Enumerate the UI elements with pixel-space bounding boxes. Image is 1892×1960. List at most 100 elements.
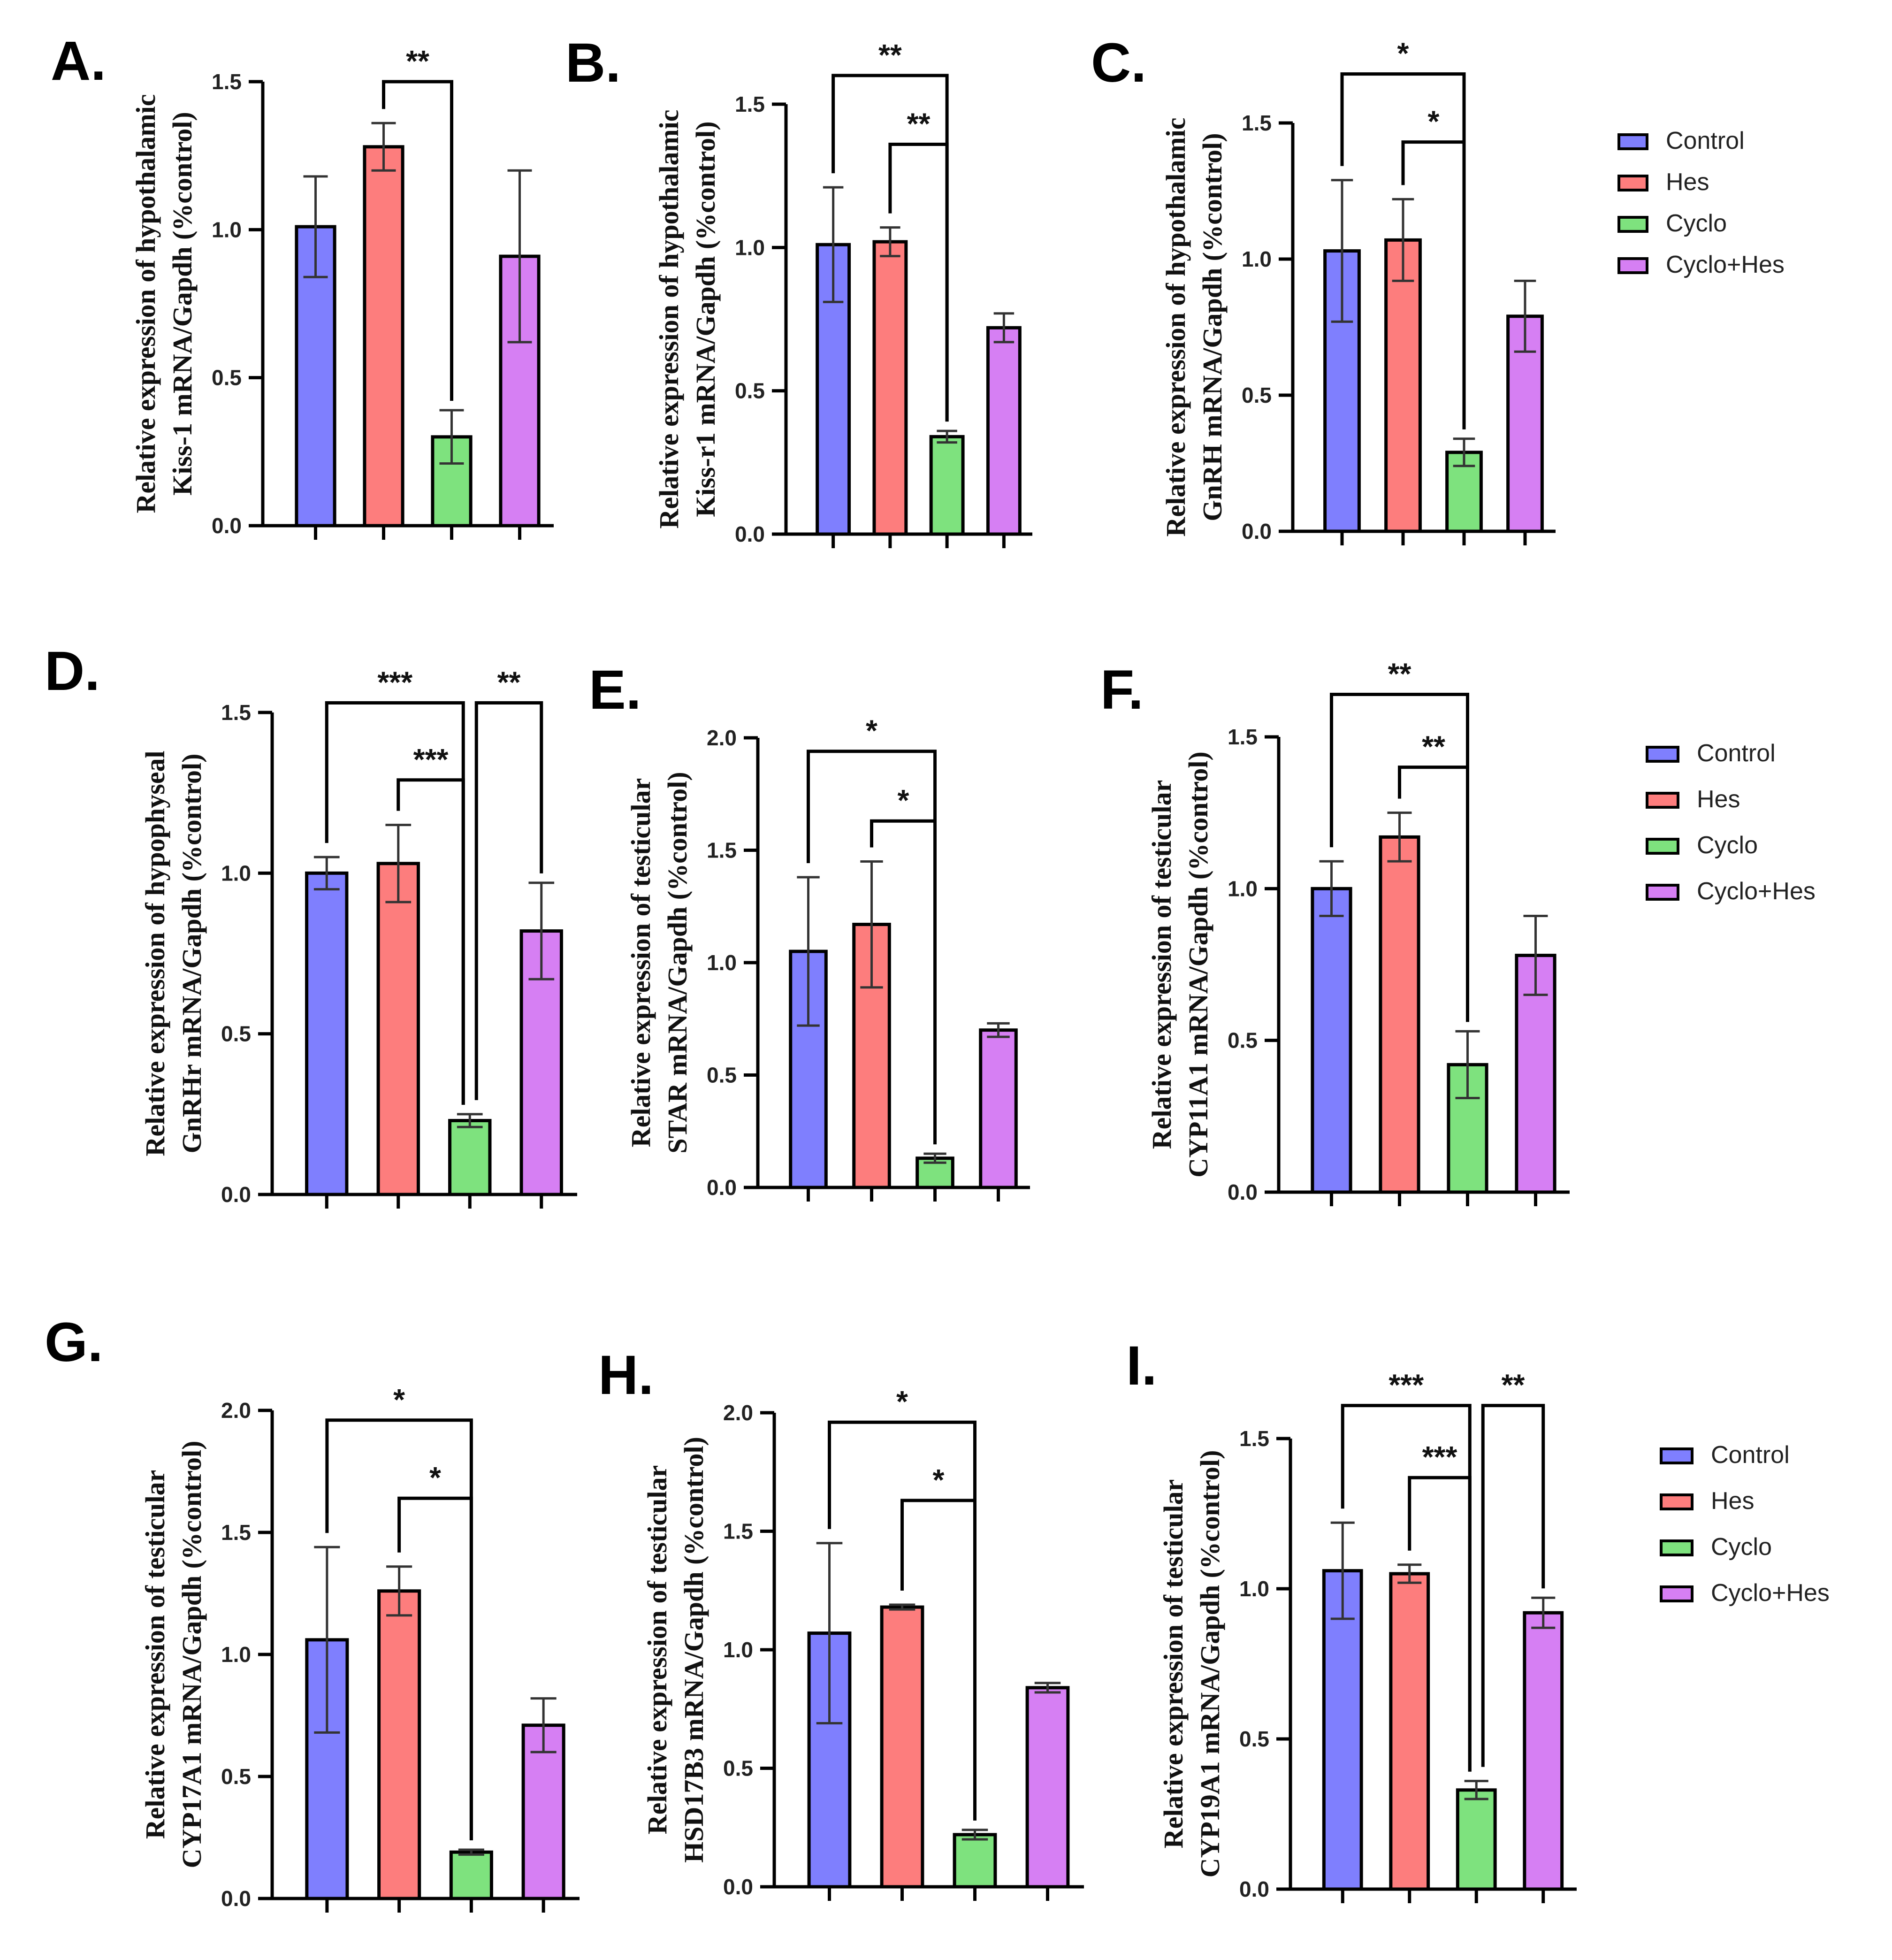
chart-panel-d: D. 0.0 0.5 1.0 1.5 Relative expression of hyp…	[45, 640, 577, 1209]
y-tick-label: 0.5	[221, 1764, 251, 1789]
chart-panel-e: E. 0.0 0.5 1.0 1.5 2.0 Relative expression of …	[589, 659, 1030, 1202]
bar-cyclo	[1456, 1788, 1497, 1891]
panel-letter: G.	[45, 1311, 103, 1373]
error-bar	[880, 226, 900, 258]
legend: Control Hes Cyclo Cyclo+Hes	[1646, 740, 1816, 905]
bar-control	[305, 871, 349, 1196]
legend-label: Cyclo	[1697, 832, 1758, 859]
y-axis-label-line: STAR mRNA/Gapdh (%control)	[662, 772, 693, 1153]
panel-letter: H.	[598, 1344, 654, 1406]
y-tick-label: 1.5	[735, 92, 765, 116]
error-bar	[1464, 1780, 1488, 1800]
error-bar	[987, 1022, 1010, 1038]
significance-label: ***	[1422, 1440, 1457, 1474]
legend-label: Hes	[1697, 786, 1740, 813]
significance-bracket	[397, 778, 465, 1105]
significance-bracket	[870, 819, 937, 1145]
chart-panel-f: F. 0.0 0.5 1.0 1.5 Relative expression of tes…	[1100, 657, 1570, 1206]
panel-letter: C.	[1091, 32, 1146, 94]
error-bar	[1514, 279, 1536, 353]
bar-hes	[363, 145, 404, 528]
error-bar	[314, 1546, 340, 1734]
y-tick-label: 1.0	[221, 861, 251, 885]
legend: Control Hes Cyclo Cyclo+Hes	[1617, 127, 1785, 278]
y-axis-label-line: Relative expression of hypophyseal	[140, 750, 170, 1156]
y-tick-label: 1.5	[723, 1519, 753, 1544]
error-bar	[860, 860, 883, 989]
panel-letter: B.	[565, 32, 621, 94]
y-axis-label-line: Kiss-1 mRNA/Gapdh (%control)	[167, 112, 198, 495]
error-bar	[1387, 812, 1412, 863]
error-bar	[1523, 915, 1548, 996]
significance-label: *	[1397, 37, 1409, 70]
y-tick-label: 1.5	[1242, 111, 1272, 135]
y-tick-label: 1.5	[212, 69, 242, 94]
panel-letter: A.	[51, 30, 106, 92]
y-tick-label: 0.0	[1239, 1877, 1269, 1901]
y-axis-label-line: Relative expression of testicular	[1146, 780, 1177, 1149]
y-tick-label: 0.0	[1228, 1180, 1258, 1204]
error-bar	[458, 1848, 484, 1856]
error-bar	[1034, 1682, 1061, 1694]
y-axis-label-line: CYP11A1 mRNA/Gapdh (%control)	[1183, 751, 1213, 1178]
y-axis-label-line: HSD17B3 mRNA/Gapdh (%control)	[679, 1437, 709, 1863]
error-bar	[889, 1603, 915, 1611]
error-bar	[457, 1113, 483, 1128]
y-axis-label-line: Kiss-r1 mRNA/Gapdh (%control)	[690, 121, 721, 517]
legend-label: Control	[1711, 1441, 1790, 1469]
error-bar	[816, 1542, 843, 1725]
bar-cyclo	[449, 1850, 493, 1900]
error-bar	[507, 169, 532, 344]
y-tick-label: 1.0	[723, 1638, 753, 1662]
significance-bracket	[1481, 1404, 1545, 1767]
significance-label: **	[878, 38, 902, 72]
error-bar	[1397, 1563, 1422, 1584]
legend-swatch	[1660, 1447, 1694, 1464]
y-tick-label: 0.5	[1239, 1727, 1269, 1751]
y-tick-label: 0.5	[735, 379, 765, 403]
y-axis-label-line: Relative expression of testicular	[1158, 1479, 1189, 1849]
legend-label: Cyclo	[1711, 1533, 1772, 1561]
y-tick-label: 0.0	[707, 1175, 737, 1200]
bar-cyclo-hes	[979, 1028, 1018, 1189]
bar-hes	[376, 862, 420, 1196]
error-bar	[1453, 437, 1475, 467]
y-tick-label: 0.0	[723, 1875, 753, 1899]
error-bar	[923, 1152, 946, 1164]
y-tick-label: 0.5	[707, 1063, 737, 1087]
y-axis-label-line: CYP17A1 mRNA/Gapdh (%control)	[176, 1441, 207, 1868]
significance-label: *	[898, 783, 909, 817]
y-axis-label-line: GnRHr mRNA/Gapdh (%control)	[176, 754, 207, 1154]
bar-control	[1322, 1569, 1363, 1891]
bar-cyclo-hes	[1025, 1686, 1070, 1889]
panel-letter: D.	[45, 640, 100, 702]
bar-cyclo	[448, 1119, 492, 1196]
error-bar	[1392, 198, 1414, 282]
error-bar	[386, 1565, 412, 1617]
significance-bracket	[900, 1499, 977, 1821]
significance-label: **	[907, 107, 931, 140]
y-tick-label: 1.5	[1228, 725, 1258, 749]
y-tick-label: 2.0	[723, 1401, 753, 1425]
chart-panel-g: G. 0.0 0.5 1.0 1.5 2.0 Relative expression of …	[45, 1311, 580, 1913]
legend-swatch	[1646, 792, 1679, 809]
bar-control	[1311, 887, 1352, 1194]
significance-label: **	[1422, 730, 1445, 764]
bar-cyclo	[929, 435, 965, 536]
y-axis-label-line: Relative expression of testicular	[140, 1470, 170, 1839]
y-tick-label: 2.0	[707, 726, 737, 750]
bar-hes	[1384, 238, 1422, 533]
y-tick-label: 0.5	[1242, 383, 1272, 407]
legend-swatch	[1646, 838, 1679, 855]
legend-label: Cyclo+Hes	[1666, 251, 1785, 278]
bar-hes	[872, 240, 908, 536]
significance-bracket	[397, 1496, 473, 1840]
error-bar	[303, 175, 328, 278]
y-axis-label-line: Relative expression of hypothalamic	[130, 94, 161, 513]
legend-label: Cyclo+Hes	[1711, 1579, 1830, 1607]
significance-label: *	[429, 1461, 441, 1494]
y-tick-label: 1.0	[212, 217, 242, 242]
error-bar	[1531, 1596, 1556, 1629]
y-tick-label: 1.0	[735, 235, 765, 260]
